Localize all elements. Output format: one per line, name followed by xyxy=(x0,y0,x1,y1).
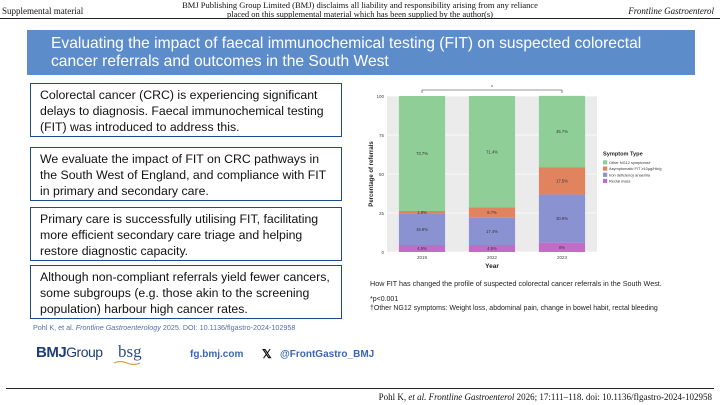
data-label-2023-series-1: 30.9% xyxy=(556,216,568,221)
chart-caption: How FIT has changed the profile of suspe… xyxy=(370,279,662,288)
bar-2022-series-2 xyxy=(468,207,516,218)
bar-2022-series-0 xyxy=(468,244,516,252)
significance-bracket xyxy=(421,89,563,93)
bar-2019-series-3 xyxy=(398,96,446,211)
x-tick-label-2022: 2022 xyxy=(487,255,498,260)
data-label-2022-series-0: 4.5% xyxy=(487,246,497,251)
data-label-2022-series-2: 6.7% xyxy=(487,210,497,215)
social-handle-link[interactable]: @FrontGastro_BMJ xyxy=(280,349,375,360)
legend-entry-3: Rectal mass xyxy=(609,178,630,183)
x-axis-label: Year xyxy=(485,263,499,270)
journal-site-link[interactable]: fg.bmj.com xyxy=(190,349,244,360)
key-point-text-3: Primary care is successfully utilising F… xyxy=(40,212,319,258)
x-tick-label-2019: 2019 xyxy=(417,255,428,260)
key-point-text-2: We evaluate the impact of FIT on CRC pat… xyxy=(40,152,326,198)
header-disclaimer-line1: BMJ Publishing Group Limited (BMJ) discl… xyxy=(182,0,538,10)
footer-prefix: Pohl K, xyxy=(378,392,409,402)
bsg-logo: bsg xyxy=(118,342,142,361)
header-journal-name: Frontline Gastroenterol xyxy=(628,6,714,16)
x-tick-label-2023: 2023 xyxy=(557,255,568,260)
chart-notes: *p<0.001 †Other NG12 symptoms: Weight lo… xyxy=(370,296,700,313)
citation: Pohl K, et al. Frontline Gastroenterolog… xyxy=(33,323,295,332)
legend-entry-0: Other NG12 symptoms† xyxy=(609,160,651,165)
legend-swatch-3 xyxy=(603,178,608,184)
bar-2023-series-0 xyxy=(538,242,586,252)
title-banner: Evaluating the impact of faecal immunoch… xyxy=(27,30,695,75)
page-title: Evaluating the impact of faecal immunoch… xyxy=(51,35,642,70)
footer-citation: Pohl K, et al. Frontline Gastroenterol 2… xyxy=(379,392,712,402)
header-divider xyxy=(0,18,720,19)
bmj-group-text: Group xyxy=(66,344,103,360)
key-point-box-4: Although non-compliant referrals yield f… xyxy=(30,265,342,319)
header-supplemental-label: Supplemental material xyxy=(2,6,84,16)
citation-suffix: 2025. DOI: 10.1136/flgastro-2024-102958 xyxy=(160,323,296,332)
footer-etal: et al. Frontline Gastroenterol xyxy=(408,392,515,402)
referral-profile-chart: 0 25 50 75 100 Percentage of referrals 4.5% 19.… xyxy=(369,85,662,270)
bar-2023-series-1 xyxy=(538,194,586,243)
bar-2022-series-1 xyxy=(468,217,516,245)
legend-title: Symptom Type xyxy=(603,151,643,157)
legend-swatch-2 xyxy=(603,172,608,177)
data-label-2023-series-0: 6% xyxy=(559,245,565,250)
y-tick-label-25: 25 xyxy=(379,211,385,216)
footer-suffix: 2026; 17:111–118. doi: 10.1136/flgastro-… xyxy=(514,392,712,402)
key-point-box-3: Primary care is successfully utilising F… xyxy=(30,207,342,261)
legend-swatch-1 xyxy=(603,166,608,171)
y-tick-label-0: 0 xyxy=(381,250,384,255)
legend-swatch-0 xyxy=(603,160,608,165)
bar-2019-series-2 xyxy=(398,210,446,214)
y-tick-label-50: 50 xyxy=(379,172,385,177)
legend-entry-2: Iron deficiency anaemia xyxy=(609,172,651,177)
citation-prefix: Pohl K, et al. xyxy=(33,323,76,332)
header-disclaimer: BMJ Publishing Group Limited (BMJ) discl… xyxy=(170,1,550,19)
bar-2023-series-2 xyxy=(538,167,586,195)
bar-2019-series-1 xyxy=(398,213,446,245)
data-label-2022-series-1: 17.4% xyxy=(486,229,498,234)
bar-2022-series-3 xyxy=(468,96,516,208)
y-tick-label-75: 75 xyxy=(379,133,385,138)
data-label-2022-series-3: 71.4% xyxy=(486,149,498,154)
y-axis-label: Percentage of referrals xyxy=(369,141,375,207)
bmj-group-logo: BMJGroup xyxy=(36,344,103,361)
data-label-2023-series-3: 45.7% xyxy=(556,129,568,134)
citation-journal: Frontline Gastroenterology xyxy=(75,323,161,332)
other-symptoms-note: †Other NG12 symptoms: Weight loss, abdom… xyxy=(370,304,658,312)
data-label-2019-series-3: 73.7% xyxy=(416,151,428,156)
bmj-logo-text: BMJ xyxy=(36,344,67,361)
data-label-2019-series-0: 4.5% xyxy=(417,246,427,251)
key-point-box-1: Colorectal cancer (CRC) is experiencing … xyxy=(30,83,342,137)
legend-entry-1: Asymptomatic FIT ≥10μg/Hb/g xyxy=(609,166,662,171)
significance-marker: * xyxy=(491,85,493,91)
data-label-2019-series-2: 1.9% xyxy=(417,210,427,215)
bar-2019-series-0 xyxy=(398,244,446,252)
bsg-wave-icon xyxy=(114,360,140,365)
key-point-box-2: We evaluate the impact of FIT on CRC pat… xyxy=(30,147,342,201)
footer-divider xyxy=(6,388,714,389)
header-disclaimer-line2: placed on this supplemental material whi… xyxy=(226,9,494,19)
x-logo-icon[interactable]: 𝕏 xyxy=(262,347,272,361)
bar-2023-series-3 xyxy=(538,95,586,168)
y-tick-label-100: 100 xyxy=(376,94,384,99)
data-label-2023-series-2: 17.5% xyxy=(556,178,568,183)
key-point-text-1: Colorectal cancer (CRC) is experiencing … xyxy=(40,88,324,134)
significance-note: *p<0.001 xyxy=(370,296,399,303)
data-label-2019-series-1: 19.9% xyxy=(416,227,428,232)
key-point-text-4: Although non-compliant referrals yield f… xyxy=(40,270,330,316)
